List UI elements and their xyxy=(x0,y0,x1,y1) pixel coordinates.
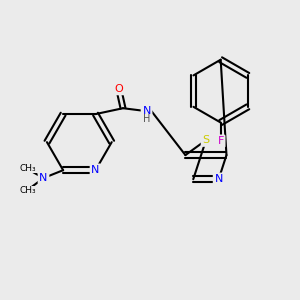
Text: CH₃: CH₃ xyxy=(20,186,36,195)
Text: N: N xyxy=(214,174,223,184)
Text: S: S xyxy=(202,135,209,145)
Text: O: O xyxy=(115,84,124,94)
Text: H: H xyxy=(143,114,150,124)
Text: N: N xyxy=(91,165,100,175)
Text: N: N xyxy=(39,173,48,183)
Text: N: N xyxy=(142,106,151,116)
Text: F: F xyxy=(218,136,224,146)
Text: CH₃: CH₃ xyxy=(20,164,36,173)
